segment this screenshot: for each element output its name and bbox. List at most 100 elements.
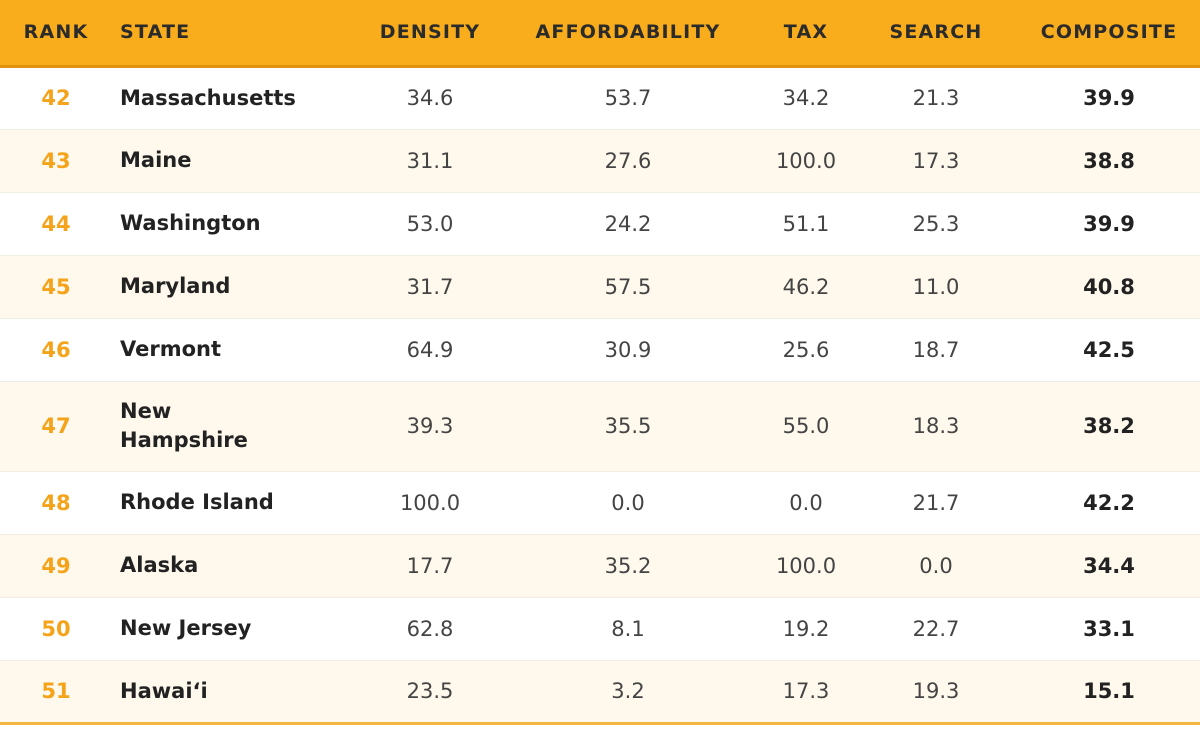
table-row: 49 Alaska 17.7 35.2 100.0 0.0 34.4 xyxy=(0,533,1200,597)
rank-cell: 46 xyxy=(0,317,112,381)
table-body: 42 Massachusetts 34.6 53.7 34.2 21.3 39.9 43 Mai… xyxy=(0,65,1200,723)
density-cell: 17.7 xyxy=(362,533,498,597)
composite-cell: 34.4 xyxy=(1018,533,1200,597)
state-cell: Massachusetts xyxy=(112,65,362,129)
rank-cell: 49 xyxy=(0,533,112,597)
density-cell: 62.8 xyxy=(362,596,498,660)
state-name: Maryland xyxy=(120,274,231,298)
composite-cell: 33.1 xyxy=(1018,596,1200,660)
rank-cell: 50 xyxy=(0,596,112,660)
state-name: Massachusetts xyxy=(120,85,296,110)
table-row: 45 Maryland 31.7 57.5 46.2 11.0 40.8 xyxy=(0,254,1200,318)
tax-cell: 100.0 xyxy=(758,128,854,192)
search-cell: 21.7 xyxy=(854,470,1018,534)
state-name: Maine xyxy=(120,148,192,172)
state-name: Washington xyxy=(120,211,261,235)
state-name: New Jersey xyxy=(120,616,252,640)
rank-cell: 45 xyxy=(0,254,112,318)
tax-cell: 19.2 xyxy=(758,596,854,660)
table-row: 50 New Jersey 62.8 8.1 19.2 22.7 33.1 xyxy=(0,596,1200,660)
state-name: New Hampshire xyxy=(120,399,248,452)
rank-cell: 51 xyxy=(0,659,112,723)
state-cell: Maine xyxy=(112,128,362,192)
state-cell: Rhode Island xyxy=(112,470,362,534)
column-header-tax: TAX xyxy=(783,21,829,44)
affordability-cell: 24.2 xyxy=(498,191,758,255)
tax-cell: 51.1 xyxy=(758,191,854,255)
state-cell: Vermont xyxy=(112,317,362,381)
composite-cell: 40.8 xyxy=(1018,254,1200,318)
affordability-cell: 30.9 xyxy=(498,317,758,381)
state-cell: New Hampshire xyxy=(112,380,362,471)
column-header-state: STATE xyxy=(120,21,191,44)
state-cell: Maryland xyxy=(112,254,362,318)
density-cell: 39.3 xyxy=(362,380,498,471)
column-header-rank: RANK xyxy=(23,21,89,44)
table-row: 48 Rhode Island 100.0 0.0 0.0 21.7 42.2 xyxy=(0,470,1200,534)
state-cell: New Jersey xyxy=(112,596,362,660)
composite-cell: 38.8 xyxy=(1018,128,1200,192)
column-header-search: SEARCH xyxy=(889,21,983,44)
state-name: Hawai‘i xyxy=(120,678,208,703)
column-header-density: DENSITY xyxy=(379,21,481,44)
affordability-cell: 3.2 xyxy=(498,659,758,723)
composite-cell: 42.5 xyxy=(1018,317,1200,381)
state-name: Alaska xyxy=(120,553,199,577)
tax-cell: 17.3 xyxy=(758,659,854,723)
table-row: 43 Maine 31.1 27.6 100.0 17.3 38.8 xyxy=(0,128,1200,192)
column-header-affordability: AFFORDABILITY xyxy=(535,21,721,44)
search-cell: 25.3 xyxy=(854,191,1018,255)
density-cell: 100.0 xyxy=(362,470,498,534)
affordability-cell: 35.5 xyxy=(498,380,758,471)
rank-cell: 43 xyxy=(0,128,112,192)
search-cell: 22.7 xyxy=(854,596,1018,660)
affordability-cell: 0.0 xyxy=(498,470,758,534)
state-name: Vermont xyxy=(120,337,222,361)
composite-cell: 39.9 xyxy=(1018,191,1200,255)
search-cell: 19.3 xyxy=(854,659,1018,723)
composite-cell: 42.2 xyxy=(1018,470,1200,534)
header-row: RANK STATE DENSITY AFFORDABILITY TAX SEA… xyxy=(0,0,1200,66)
tax-cell: 34.2 xyxy=(758,65,854,129)
density-cell: 31.7 xyxy=(362,254,498,318)
state-name: Rhode Island xyxy=(120,490,274,514)
rank-cell: 44 xyxy=(0,191,112,255)
search-cell: 17.3 xyxy=(854,128,1018,192)
table-row: 46 Vermont 64.9 30.9 25.6 18.7 42.5 xyxy=(0,317,1200,381)
density-cell: 64.9 xyxy=(362,317,498,381)
search-cell: 11.0 xyxy=(854,254,1018,318)
density-cell: 31.1 xyxy=(362,128,498,192)
rank-cell: 48 xyxy=(0,470,112,534)
tax-cell: 25.6 xyxy=(758,317,854,381)
tax-cell: 55.0 xyxy=(758,380,854,471)
state-cell: Washington xyxy=(112,191,362,255)
tax-cell: 100.0 xyxy=(758,533,854,597)
density-cell: 23.5 xyxy=(362,659,498,723)
column-header-composite: COMPOSITE xyxy=(1040,21,1178,44)
density-cell: 34.6 xyxy=(362,65,498,129)
affordability-cell: 8.1 xyxy=(498,596,758,660)
table-row: 44 Washington 53.0 24.2 51.1 25.3 39.9 xyxy=(0,191,1200,255)
composite-cell: 38.2 xyxy=(1018,380,1200,471)
state-cell: Hawai‘i xyxy=(112,659,362,723)
search-cell: 18.3 xyxy=(854,380,1018,471)
table-row: 42 Massachusetts 34.6 53.7 34.2 21.3 39.9 xyxy=(0,65,1200,129)
search-cell: 21.3 xyxy=(854,65,1018,129)
composite-cell: 39.9 xyxy=(1018,65,1200,129)
search-cell: 0.0 xyxy=(854,533,1018,597)
rank-cell: 42 xyxy=(0,65,112,129)
table-row: 51 Hawai‘i 23.5 3.2 17.3 19.3 15.1 xyxy=(0,659,1200,723)
state-cell: Alaska xyxy=(112,533,362,597)
tax-cell: 46.2 xyxy=(758,254,854,318)
composite-cell: 15.1 xyxy=(1018,659,1200,723)
affordability-cell: 35.2 xyxy=(498,533,758,597)
affordability-cell: 53.7 xyxy=(498,65,758,129)
tax-cell: 0.0 xyxy=(758,470,854,534)
rank-cell: 47 xyxy=(0,380,112,471)
table-row: 47 New Hampshire 39.3 35.5 55.0 18.3 38.2 xyxy=(0,380,1200,471)
search-cell: 18.7 xyxy=(854,317,1018,381)
density-cell: 53.0 xyxy=(362,191,498,255)
affordability-cell: 57.5 xyxy=(498,254,758,318)
affordability-cell: 27.6 xyxy=(498,128,758,192)
